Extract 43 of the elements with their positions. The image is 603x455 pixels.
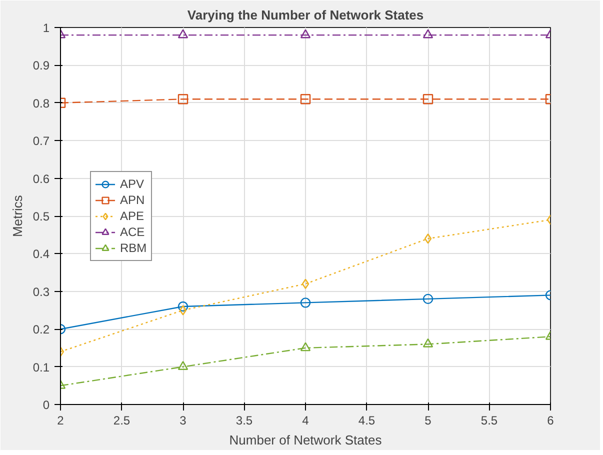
point (178, 94, 188, 104)
y-tick-label: 0.8 (32, 96, 50, 110)
legend-label: APE (120, 208, 144, 222)
x-tick-label: 6 (547, 414, 554, 428)
x-tick-label: 3.5 (236, 414, 253, 428)
point (300, 94, 311, 104)
y-tick-label: 0.9 (32, 58, 50, 73)
y-tick-label: 0.2 (32, 322, 50, 337)
legend-label: APN (120, 192, 145, 206)
y-tick-label: 0.5 (32, 210, 50, 224)
x-tick-label: 5.5 (480, 414, 498, 428)
y-tick-label: 0.6 (32, 172, 50, 186)
legend-label: APV (120, 176, 144, 190)
point (300, 298, 311, 308)
point (178, 361, 188, 370)
point (422, 338, 434, 348)
x-tick-label: 2 (57, 414, 64, 428)
point (422, 94, 434, 104)
y-tick-label: 1 (42, 21, 50, 35)
y-axis-title: Metrics (10, 194, 25, 237)
point (424, 234, 432, 244)
x-tick-label: 4.5 (358, 414, 376, 428)
y-tick-label: 0.7 (32, 134, 50, 148)
point (178, 301, 188, 312)
point (422, 294, 434, 304)
y-tick-label: 0.3 (32, 284, 50, 299)
point (300, 29, 311, 38)
x-tick-label: 2.5 (113, 414, 130, 428)
chart-title: Varying the Number of Network States (187, 8, 424, 22)
x-axis-title: Number of Network States (229, 432, 382, 448)
x-tick-label: 3 (180, 414, 187, 428)
point (178, 29, 188, 38)
y-tick-label: 0.1 (32, 360, 50, 374)
y-tick-label: 0.4 (32, 247, 50, 262)
y-tick-label: 0 (42, 398, 50, 412)
point (179, 305, 187, 316)
x-tick-label: 5 (424, 414, 432, 428)
x-tick-label: 4 (302, 414, 310, 428)
point (302, 278, 310, 289)
point (300, 342, 311, 352)
legend-label: ACE (120, 224, 145, 238)
legend-label: RBM (120, 240, 147, 254)
point (422, 29, 434, 38)
